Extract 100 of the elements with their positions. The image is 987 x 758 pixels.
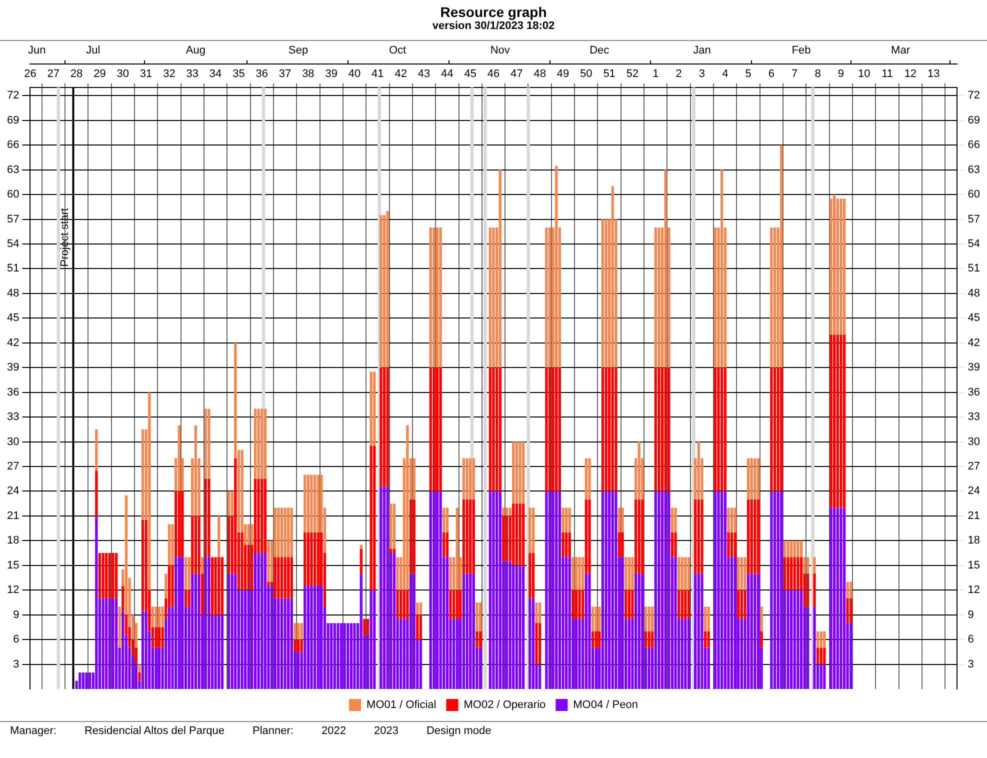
bar	[492, 368, 495, 492]
bar	[538, 664, 542, 689]
bar	[370, 446, 372, 590]
bar	[594, 606, 598, 632]
bar	[472, 574, 475, 689]
bar	[466, 499, 468, 574]
text: Manager:	[10, 725, 56, 737]
bar	[386, 211, 389, 368]
bar	[287, 557, 290, 598]
bar	[191, 574, 194, 689]
x-tick-label: 44	[441, 68, 454, 80]
bar	[638, 442, 640, 500]
bar	[601, 368, 604, 492]
bar	[360, 544, 362, 549]
bar	[462, 499, 466, 574]
bar	[502, 516, 505, 562]
bar	[340, 623, 343, 689]
bar	[274, 557, 276, 598]
bar	[594, 648, 598, 689]
bar	[419, 602, 422, 615]
bar	[472, 499, 475, 574]
bar	[343, 623, 346, 689]
bar	[168, 524, 171, 566]
bar	[568, 557, 571, 689]
bar	[380, 368, 382, 488]
bar	[833, 334, 836, 508]
bar	[512, 442, 515, 504]
bar	[439, 368, 442, 492]
bar	[628, 590, 630, 619]
bar	[158, 627, 161, 648]
bar	[478, 602, 482, 632]
bar	[360, 548, 362, 574]
y-tick-label: 60	[6, 188, 20, 201]
bar	[459, 590, 462, 619]
bar	[796, 590, 800, 689]
legend-label: MO04 / Peon	[573, 699, 638, 712]
x-tick-label: 8	[814, 68, 821, 80]
bar	[684, 618, 687, 689]
y2-tick-label: 72	[968, 90, 980, 102]
bar	[532, 553, 535, 598]
text: Residencial Altos del Parque	[84, 725, 225, 737]
bar	[469, 499, 472, 574]
bar	[466, 574, 468, 689]
bar	[756, 458, 760, 500]
bar	[396, 557, 399, 590]
bar	[466, 458, 468, 500]
x-tick-label: 35	[232, 68, 245, 80]
bar	[204, 478, 207, 558]
bar	[304, 586, 306, 689]
bar	[836, 334, 839, 508]
bar	[724, 491, 726, 689]
bar	[390, 504, 392, 549]
bar	[254, 553, 257, 689]
bar	[306, 474, 310, 532]
bar	[178, 491, 180, 558]
text: Planner:	[252, 725, 294, 737]
bar	[816, 631, 820, 648]
bar	[783, 540, 786, 558]
bar	[105, 598, 108, 689]
bar	[564, 532, 568, 558]
bar	[181, 491, 184, 558]
bar	[296, 623, 300, 640]
x-tick-label: 50	[580, 68, 592, 80]
bar	[651, 631, 654, 648]
bar	[316, 532, 320, 586]
bar	[628, 618, 630, 689]
bar	[488, 491, 492, 689]
bar	[746, 458, 750, 500]
bar	[568, 532, 571, 558]
bar	[82, 672, 85, 689]
y-tick-label: 66	[6, 139, 20, 152]
x-tick-label: 4	[722, 68, 728, 80]
bar	[188, 557, 190, 590]
bar	[230, 574, 234, 689]
bar	[270, 586, 274, 689]
bar	[178, 425, 180, 492]
y2-tick-label: 57	[968, 213, 980, 226]
bar	[823, 648, 826, 664]
bar	[545, 228, 548, 368]
bar	[631, 590, 634, 619]
bar	[264, 478, 266, 554]
bar	[776, 491, 780, 689]
bar	[102, 598, 104, 689]
bar	[267, 540, 270, 582]
y2-tick-label: 18	[968, 534, 980, 547]
bar	[528, 598, 532, 689]
bar	[429, 491, 432, 689]
y-tick-label: 54	[6, 238, 20, 250]
bar	[442, 508, 446, 532]
bar	[631, 557, 634, 590]
bar	[469, 458, 472, 500]
bar	[412, 574, 416, 689]
bar	[118, 606, 121, 648]
bar	[697, 442, 700, 500]
bar	[114, 598, 118, 689]
bar	[644, 606, 648, 632]
bar	[654, 368, 657, 492]
bar	[618, 532, 621, 558]
bar	[290, 508, 293, 558]
y2-tick-label: 30	[968, 436, 980, 448]
